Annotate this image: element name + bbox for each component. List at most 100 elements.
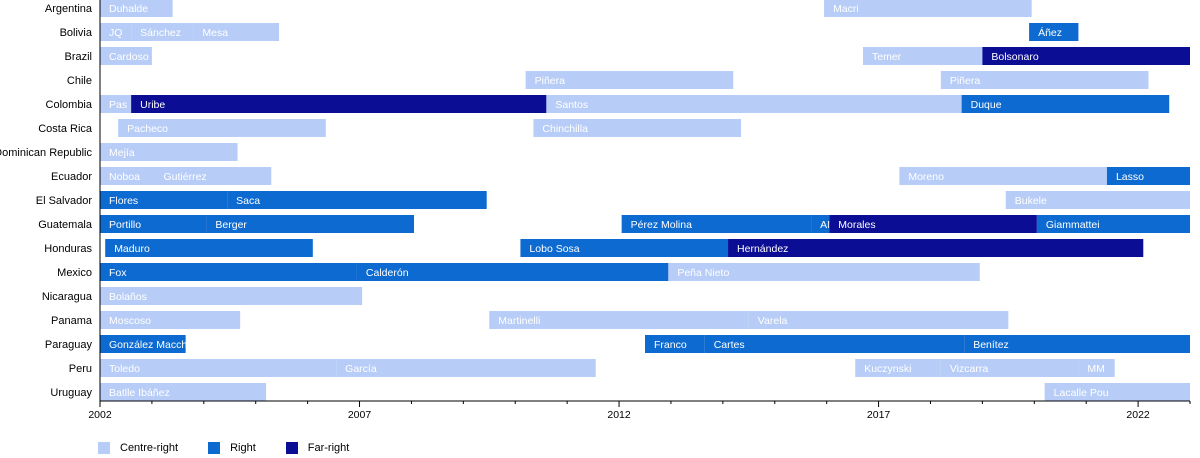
term-bar-honduras-hernandez — [728, 239, 1144, 257]
term-label-guatemala-giammattei: Giammattei — [1046, 219, 1100, 231]
term-label-paraguay-cartes: Cartes — [714, 339, 745, 351]
term-label-ecuador-lasso: Lasso — [1116, 171, 1144, 183]
term-bar-peru-mm — [1078, 359, 1115, 377]
country-label-dominican-republic: Dominican Republic — [0, 147, 92, 159]
term-bar-guatemala-morales — [829, 215, 1037, 233]
term-label-ecuador-noboa: Noboa — [109, 171, 140, 183]
term-label-brazil-cardoso: Cardoso — [109, 51, 149, 63]
term-bar-ecuador-moreno — [899, 167, 1107, 185]
term-bar-bolivia-sanchez — [131, 23, 194, 41]
term-bar-honduras-maduro — [105, 239, 313, 257]
term-label-honduras-lobo-sosa: Lobo Sosa — [529, 243, 579, 255]
timeline-chart: Argentina Bolivia Brazil Chile Colombia Costa… — [0, 0, 1191, 421]
term-label-colombia-pas: Pas — [109, 99, 127, 111]
term-label-ecuador-gutierrez: Gutiérrez — [164, 171, 207, 183]
term-label-peru-mm: MM — [1087, 363, 1105, 375]
term-bar-dominican-republic-mejia — [100, 143, 238, 161]
term-bar-paraguay-benitez — [964, 335, 1190, 353]
country-label-brazil: Brazil — [64, 51, 92, 63]
x-tick-label-2002: 2002 — [88, 409, 112, 421]
term-label-uruguay-lacalle-pou: Lacalle Pou — [1054, 387, 1109, 399]
country-label-panama: Panama — [51, 315, 93, 327]
country-label-colombia: Colombia — [46, 99, 93, 111]
country-label-costa-rica: Costa Rica — [38, 123, 93, 135]
term-bar-paraguay-gonzalez-macchi — [100, 335, 186, 353]
term-label-colombia-santos: Santos — [555, 99, 588, 111]
term-bar-peru-toledo — [100, 359, 337, 377]
term-label-mexico-fox: Fox — [109, 267, 127, 279]
term-bar-chile-pinera — [940, 71, 1149, 89]
term-bar-peru-garcia — [336, 359, 596, 377]
term-bar-colombia-santos — [546, 95, 962, 113]
country-label-uruguay: Uruguay — [50, 387, 92, 399]
term-label-chile-pinera: Piñera — [950, 75, 981, 87]
legend-item-far-right: Far-right — [285, 442, 350, 454]
term-bar-guatemala-berger — [206, 215, 415, 233]
x-axis-ticks: 2002 2007 2012 2017 2022 — [88, 401, 1191, 421]
term-label-bolivia-sanchez: Sánchez — [140, 27, 181, 39]
term-bar-argentina-macri — [824, 0, 1032, 17]
term-bar-ecuador-noboa — [100, 167, 155, 185]
term-bar-ecuador-lasso — [1106, 167, 1190, 185]
term-bar-costa-rica-pacheco — [118, 119, 326, 137]
term-bar-bolivia-jq — [100, 23, 132, 41]
term-label-dominican-republic-mejia: Mejía — [109, 147, 135, 159]
legend-swatch-right — [208, 442, 221, 454]
term-bar-guatemala-perez-molina — [621, 215, 812, 233]
term-label-colombia-duque: Duque — [971, 99, 1002, 111]
term-label-brazil-temer: Temer — [872, 51, 902, 63]
term-label-paraguay-franco: Franco — [654, 339, 687, 351]
x-tick-label-2022: 2022 — [1126, 409, 1150, 421]
term-bar-el-salvador-flores — [100, 191, 228, 209]
term-label-el-salvador-bukele: Bukele — [1015, 195, 1047, 207]
term-bar-costa-rica-chinchilla — [533, 119, 742, 137]
term-label-paraguay-gonzalez-macchi: González Macchi — [109, 339, 190, 351]
term-label-costa-rica-chinchilla: Chinchilla — [542, 123, 588, 135]
term-bar-brazil-bolsonaro — [982, 47, 1190, 65]
country-label-honduras: Honduras — [44, 243, 92, 255]
legend-label-right: Right — [230, 442, 256, 454]
term-bar-mexico-pena-nieto — [668, 263, 980, 281]
term-bar-panama-varela — [748, 311, 1009, 329]
legend-label-centre-right: Centre-right — [120, 442, 179, 454]
term-label-ecuador-moreno: Moreno — [908, 171, 944, 183]
legend-label-far-right: Far-right — [307, 442, 350, 454]
term-bar-bolivia-mesa — [193, 23, 280, 41]
country-label-ecuador: Ecuador — [51, 171, 92, 183]
country-label-peru: Peru — [69, 363, 92, 375]
term-bar-brazil-cardoso — [100, 47, 152, 65]
term-label-guatemala-portillo: Portillo — [109, 219, 141, 231]
term-bar-mexico-calderon — [356, 263, 669, 281]
term-bar-guatemala-am — [811, 215, 830, 233]
term-bar-colombia-pas — [100, 95, 132, 113]
x-tick-label-2017: 2017 — [867, 409, 891, 421]
term-label-el-salvador-saca: Saca — [236, 195, 260, 207]
term-bar-panama-moscoso — [100, 311, 241, 329]
term-bar-argentina-duhalde — [100, 0, 173, 17]
term-label-brazil-bolsonaro: Bolsonaro — [991, 51, 1038, 63]
term-label-chile-pinera: Piñera — [535, 75, 566, 87]
country-label-guatemala: Guatemala — [38, 219, 93, 231]
term-label-paraguay-benitez: Benítez — [973, 339, 1009, 351]
term-label-panama-martinelli: Martinelli — [498, 315, 540, 327]
term-bar-el-salvador-saca — [227, 191, 487, 209]
term-label-guatemala-perez-molina: Pérez Molina — [631, 219, 692, 231]
term-label-colombia-uribe: Uribe — [140, 99, 165, 111]
term-bar-colombia-duque — [961, 95, 1170, 113]
term-bar-chile-pinera — [525, 71, 734, 89]
term-label-peru-kuczynski: Kuczynski — [864, 363, 911, 375]
country-label-nicaragua: Nicaragua — [42, 291, 93, 303]
country-label-bolivia: Bolivia — [60, 27, 93, 39]
term-label-el-salvador-flores: Flores — [109, 195, 138, 207]
term-label-costa-rica-pacheco: Pacheco — [127, 123, 168, 135]
term-bar-colombia-uribe — [131, 95, 547, 113]
term-bar-uruguay-batlle-ibanez — [100, 383, 267, 401]
term-label-mexico-pena-nieto: Peña Nieto — [677, 267, 729, 279]
term-label-argentina-macri: Macri — [833, 3, 859, 15]
term-bar-bolivia-anez — [1029, 23, 1079, 41]
x-tick-label-2012: 2012 — [607, 409, 631, 421]
term-label-peru-vizcarra: Vizcarra — [950, 363, 988, 375]
term-bar-ecuador-gutierrez — [154, 167, 272, 185]
term-label-honduras-maduro: Maduro — [114, 243, 150, 255]
term-bar-nicaragua-bolanos — [100, 287, 363, 305]
